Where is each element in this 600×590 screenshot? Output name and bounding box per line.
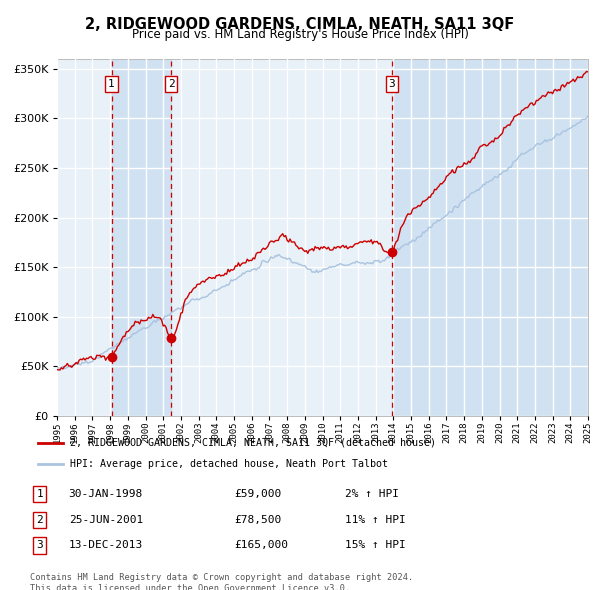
Text: 2% ↑ HPI: 2% ↑ HPI [344, 489, 398, 499]
Text: 2: 2 [37, 514, 43, 525]
Text: 2: 2 [168, 79, 175, 88]
Text: 2, RIDGEWOOD GARDENS, CIMLA, NEATH, SA11 3QF: 2, RIDGEWOOD GARDENS, CIMLA, NEATH, SA11… [85, 17, 515, 31]
Text: Contains HM Land Registry data © Crown copyright and database right 2024.
This d: Contains HM Land Registry data © Crown c… [30, 573, 413, 590]
Text: £78,500: £78,500 [234, 514, 281, 525]
Text: 25-JUN-2001: 25-JUN-2001 [68, 514, 143, 525]
Text: 2, RIDGEWOOD GARDENS, CIMLA, NEATH, SA11 3QF (detached house): 2, RIDGEWOOD GARDENS, CIMLA, NEATH, SA11… [70, 438, 436, 448]
Text: HPI: Average price, detached house, Neath Port Talbot: HPI: Average price, detached house, Neat… [70, 459, 388, 469]
Text: 1: 1 [37, 489, 43, 499]
Bar [112, 59, 172, 416]
Text: 3: 3 [37, 540, 43, 550]
Text: Price paid vs. HM Land Registry's House Price Index (HPI): Price paid vs. HM Land Registry's House … [131, 28, 469, 41]
Text: £165,000: £165,000 [234, 540, 288, 550]
Text: 15% ↑ HPI: 15% ↑ HPI [344, 540, 406, 550]
Text: 11% ↑ HPI: 11% ↑ HPI [344, 514, 406, 525]
Text: £59,000: £59,000 [234, 489, 281, 499]
Text: 3: 3 [389, 79, 395, 88]
Text: 1: 1 [108, 79, 115, 88]
Bar [392, 59, 590, 416]
Text: 30-JAN-1998: 30-JAN-1998 [68, 489, 143, 499]
Text: 13-DEC-2013: 13-DEC-2013 [68, 540, 143, 550]
